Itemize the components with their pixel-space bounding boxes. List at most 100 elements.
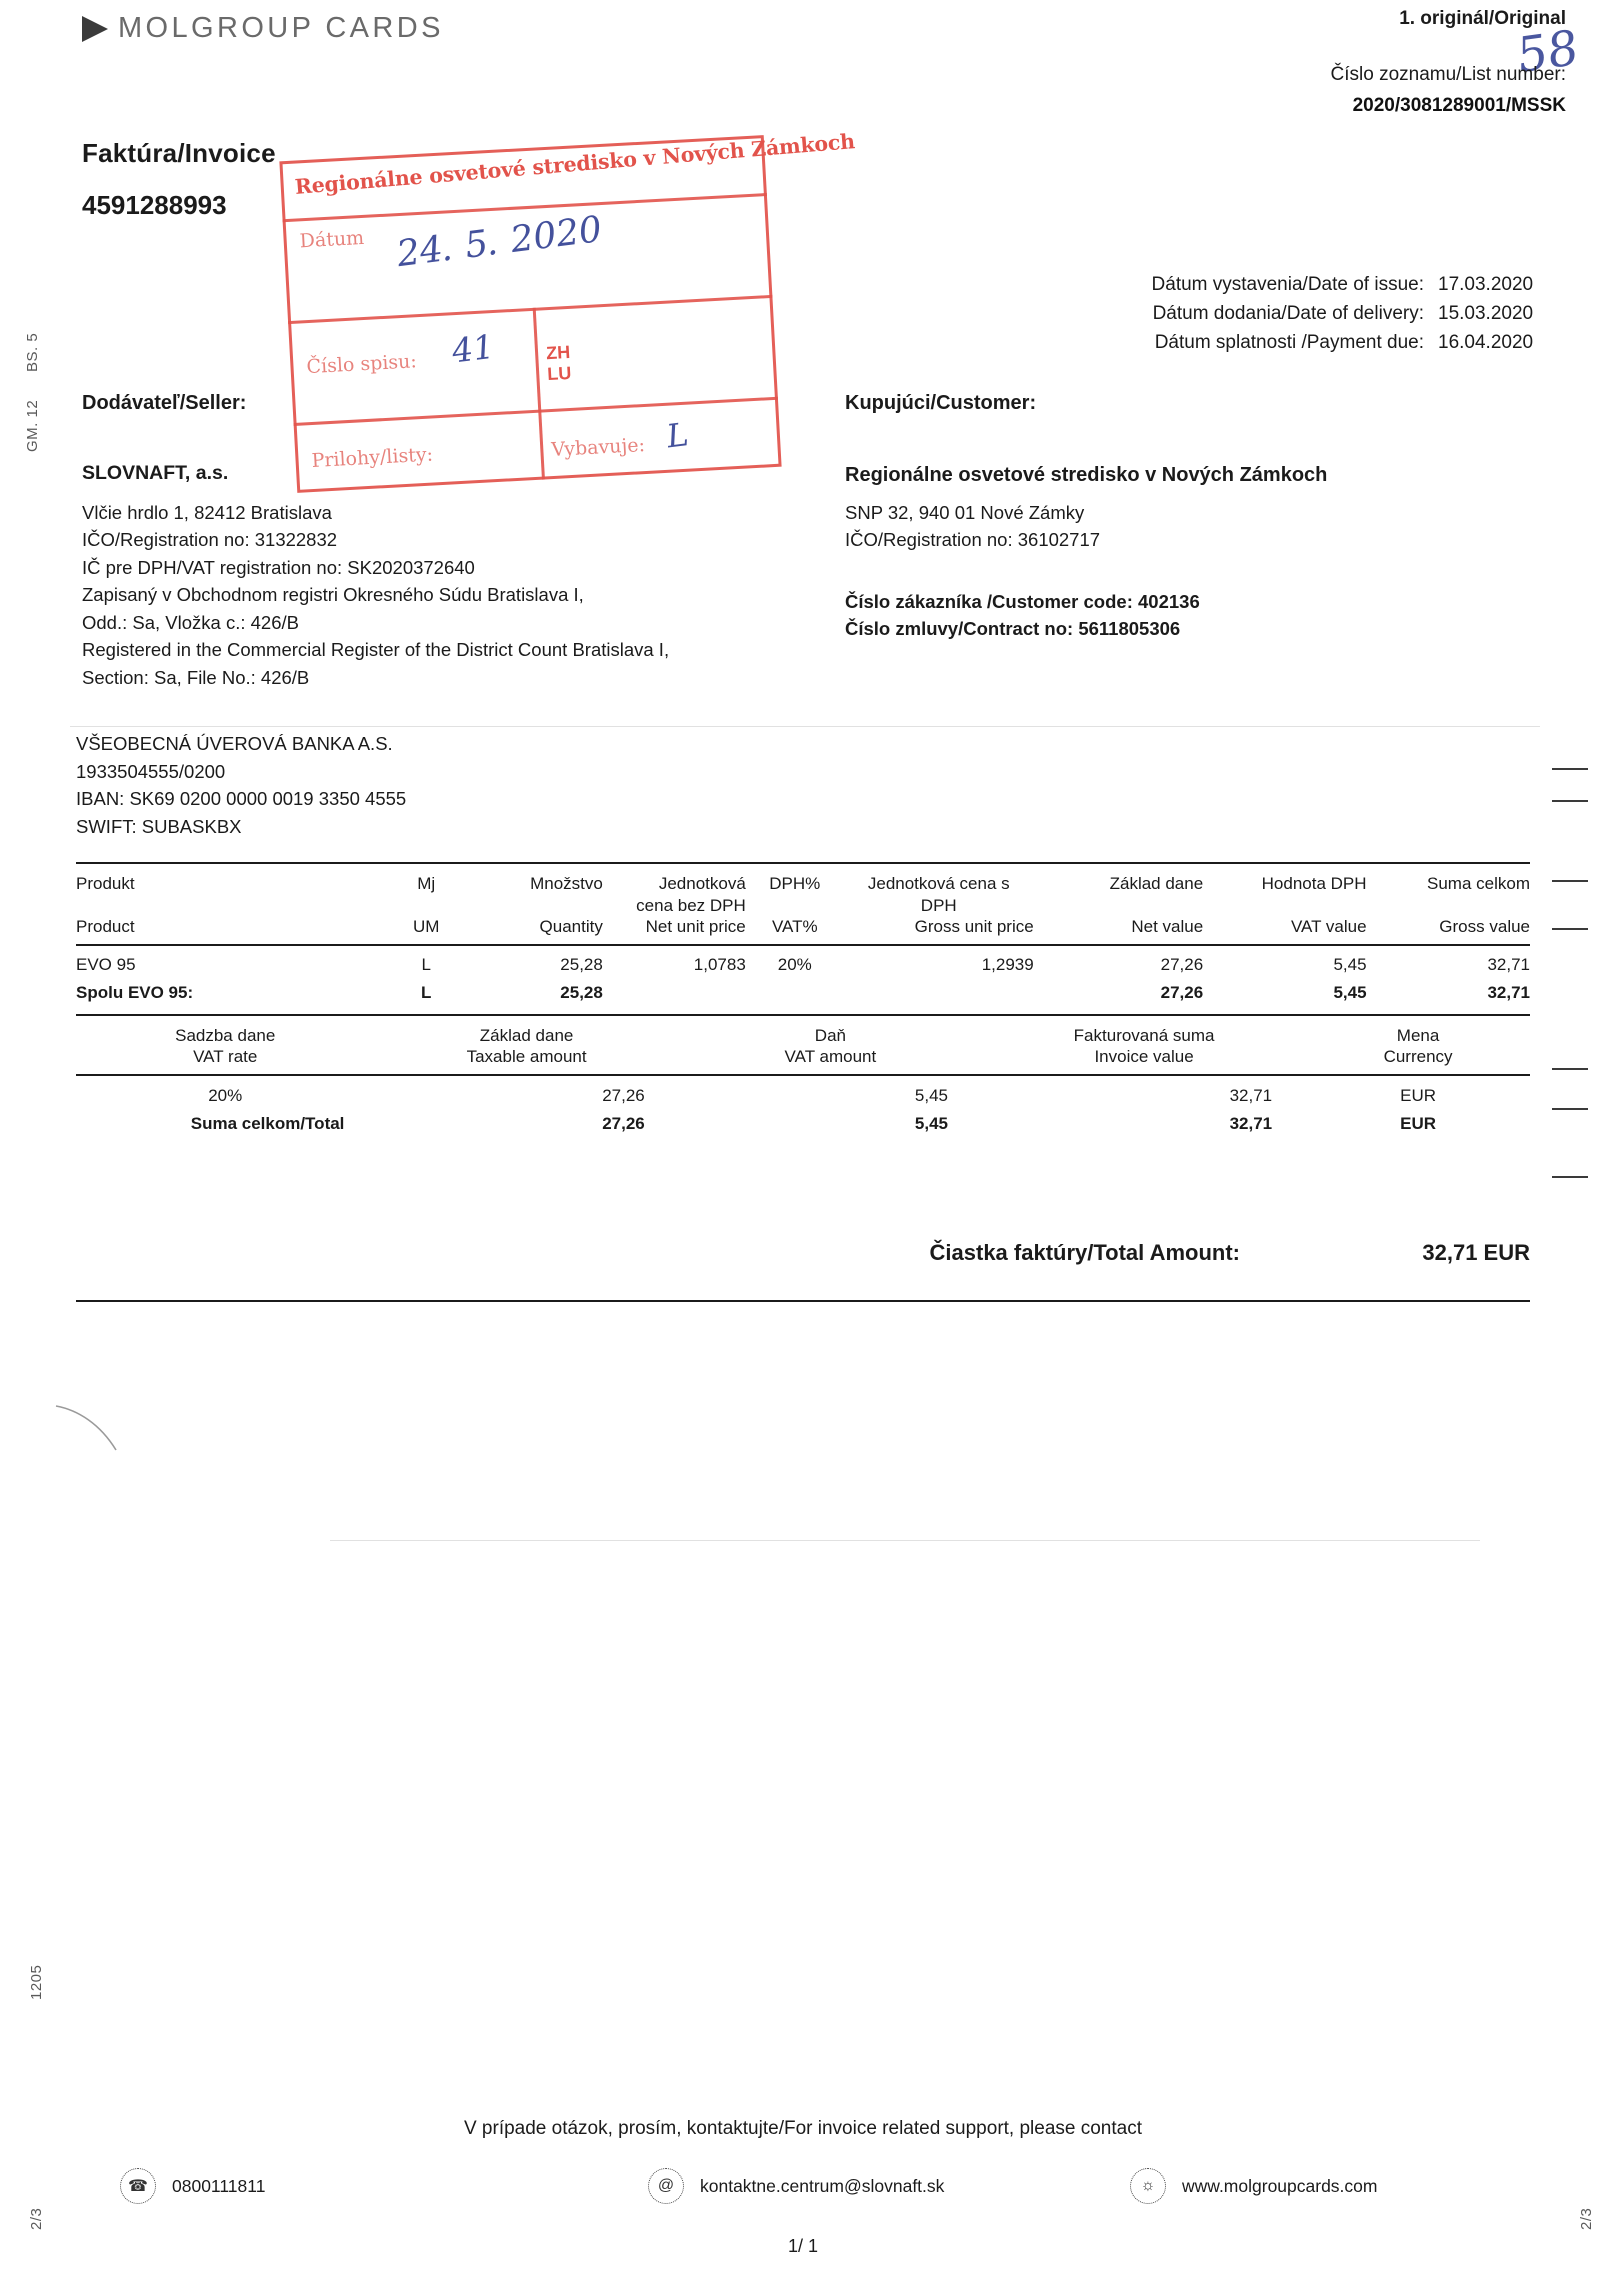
cell-product: EVO 95 [76, 955, 136, 974]
seller-line-6: Section: Sa, File No.: 426/B [82, 666, 310, 688]
vat-summary-table: Sadzba dane Základ dane Daň Fakturovaná … [76, 1014, 1530, 1142]
margin-code-bs5: BS. 5 [24, 332, 41, 372]
th-gross-unit-price-en: Gross unit price [914, 917, 1034, 936]
stamp-date-value: 24. 5. 2020 [395, 208, 603, 276]
margin-code-23: 2/3 [28, 2207, 45, 2230]
th-vat-value-sk: Hodnota DPH [1261, 874, 1367, 893]
vat-table-row: 20% 27,26 5,45 32,71 EUR [76, 1075, 1530, 1108]
th-vat-amount-en: VAT amount [784, 1047, 877, 1066]
margin-code-right-23: 2/3 [1577, 2207, 1595, 2230]
total-amount-label: Čiastka faktúry/Total Amount: [929, 1240, 1240, 1265]
cell-net-unit-price-subtotal [603, 977, 746, 1011]
stamp-rule [532, 307, 545, 480]
date-row-delivery: Dátum dodania/Date of delivery: 15.03.20… [1152, 299, 1566, 328]
product-table: Produkt Mj Množstvo Jednotková cena bez D… [76, 862, 1530, 1011]
date-issue-value: 17.03.2020 [1438, 274, 1534, 295]
molgroup-cards-logo: MOLGROUP CARDS [82, 12, 444, 45]
footer-website[interactable]: ☼ www.molgroupcards.com [1130, 2168, 1377, 2204]
bank-swift: SWIFT: SUBASKBX [76, 815, 242, 837]
phone-icon: ☎ [120, 2168, 156, 2204]
date-issue-label: Dátum vystavenia/Date of issue: [1151, 274, 1424, 295]
margin-code-1205: 1205 [28, 1964, 45, 2000]
margin-dash [1552, 1108, 1588, 1110]
stamp-zh-lu: ZH LU [545, 341, 572, 385]
bank-account: 1933504555/0200 [76, 760, 226, 782]
footer-email-text: kontaktne.centrum@slovnaft.sk [700, 2175, 945, 2196]
stamp-border [279, 135, 782, 493]
customer-code: Číslo zákazníka /Customer code: 402136 [845, 590, 1200, 612]
table-row-subtotal: Spolu EVO 95: L 25,28 27,26 5,45 32,71 [76, 977, 1530, 1011]
cell-gross-unit-price: 1,2939 [981, 955, 1034, 974]
cell-taxable-total: 27,26 [602, 1114, 645, 1133]
footer-support-heading: V prípade otázok, prosím, kontaktujte/Fo… [463, 2118, 1143, 2139]
table-row: EVO 95 L 25,28 1,0783 20% 1,2939 27,26 5… [76, 945, 1530, 977]
customer-block: Regionálne osvetové stredisko v Nových Z… [845, 462, 1327, 642]
cell-invoice-value-total: 32,71 [1229, 1114, 1273, 1133]
bank-details-block: VŠEOBECNÁ ÚVEROVÁ BANKA A.S. 1933504555/… [76, 730, 406, 840]
globe-icon: ☼ [1130, 2168, 1166, 2204]
cell-vat-rate: 20% [208, 1086, 243, 1105]
date-due-value: 16.04.2020 [1438, 332, 1534, 353]
seller-line-5: Registered in the Commercial Register of… [82, 639, 670, 660]
th-gross-value-en: Gross value [1439, 917, 1530, 936]
th-vat-amount-sk: Daň [814, 1026, 846, 1045]
th-invoice-value-sk: Fakturovaná suma [1073, 1026, 1215, 1045]
stamp-handler-label: Vybavuje: [550, 434, 646, 462]
cell-net-value: 27,26 [1160, 955, 1204, 974]
margin-dash [1552, 1068, 1588, 1070]
bank-name: VŠEOBECNÁ ÚVEROVÁ BANKA A.S. [76, 733, 393, 754]
date-due-label: Dátum splatnosti /Payment due: [1154, 332, 1424, 353]
seller-line-0: Vlčie hrdlo 1, 82412 Bratislava [82, 501, 332, 523]
invoice-title: Faktúra/Invoice [82, 138, 276, 168]
th-net-unit-price-sk: Jednotková cena bez DPH [636, 874, 746, 915]
th-product-en: Product [76, 917, 135, 936]
th-invoice-value-en: Invoice value [1094, 1047, 1194, 1066]
date-delivery-value: 15.03.2020 [1438, 303, 1534, 324]
invoice-number: 4591288993 [82, 190, 227, 220]
list-number-label: Číslo zoznamu/List number: [1330, 64, 1567, 85]
th-um-en: UM [412, 917, 440, 936]
seller-block: SLOVNAFT, a.s. Vlčie hrdlo 1, 82412 Brat… [82, 460, 669, 691]
th-taxable-en: Taxable amount [466, 1047, 587, 1066]
th-um-sk: Mj [417, 874, 436, 893]
th-net-value-sk: Základ dane [1109, 874, 1204, 893]
brand-wordmark: MOLGROUP CARDS [118, 12, 444, 44]
product-table-header-sk: Produkt Mj Množstvo Jednotková cena bez D… [76, 863, 1530, 917]
cell-gross-unit-price-subtotal [844, 977, 1034, 1011]
total-amount-row: Čiastka faktúry/Total Amount: 32,71 EUR [76, 1240, 1530, 1266]
triangle-play-icon [82, 15, 108, 42]
th-net-value-en: Net value [1131, 917, 1204, 936]
margin-dash [1552, 1176, 1588, 1178]
cell-net-value-subtotal: 27,26 [1160, 983, 1204, 1002]
date-row-issue: Dátum vystavenia/Date of issue: 17.03.20… [1152, 270, 1566, 299]
cell-taxable: 27,26 [602, 1086, 645, 1105]
vat-table-row-total: Suma celkom/Total 27,26 5,45 32,71 EUR [76, 1108, 1530, 1142]
cell-net-unit-price: 1,0783 [693, 955, 746, 974]
cell-gross-value: 32,71 [1487, 955, 1530, 974]
customer-registration: IČO/Registration no: 36102717 [845, 529, 1101, 550]
contract-number: Číslo zmluvy/Contract no: 5611805306 [845, 617, 1181, 639]
cell-vat-value: 5,45 [1333, 955, 1367, 974]
footer-email[interactable]: @ kontaktne.centrum@slovnaft.sk [648, 2168, 944, 2204]
th-vat-pct-en: VAT% [771, 917, 818, 936]
original-copy-label: 1. originál/Original [1399, 8, 1566, 29]
cell-gross-value-subtotal: 32,71 [1487, 983, 1530, 1002]
date-delivery-label: Dátum dodania/Date of delivery: [1152, 303, 1424, 324]
seller-line-2: IČ pre DPH/VAT registration no: SK202037… [82, 556, 475, 578]
stamp-file-label: Číslo spisu: [305, 350, 418, 379]
stamp-handler-value: L [665, 414, 689, 456]
date-block: Dátum vystavenia/Date of issue: 17.03.20… [1152, 270, 1566, 357]
scan-artifact [70, 726, 1540, 727]
th-gross-value-sk: Suma celkom [1427, 874, 1530, 893]
footer-website-text: www.molgroupcards.com [1182, 2175, 1378, 2196]
th-currency-sk: Mena [1396, 1026, 1440, 1045]
footer-contact-row: ☎ 0800111811 @ kontaktne.centrum@slovnaf… [0, 2168, 1606, 2208]
cell-vat-amount: 5,45 [914, 1086, 949, 1105]
bank-iban: IBAN: SK69 0200 0000 0019 3350 4555 [76, 788, 407, 809]
th-vat-rate-sk: Sadzba dane [175, 1026, 276, 1045]
stamp-organisation: Regionálne osvetové stredisko v Nových Z… [293, 129, 856, 200]
cell-vat-total-label: Suma celkom/Total [190, 1114, 345, 1133]
footer-phone[interactable]: ☎ 0800111811 [120, 2168, 265, 2204]
margin-code-gm12: GM. 12 [24, 399, 41, 452]
